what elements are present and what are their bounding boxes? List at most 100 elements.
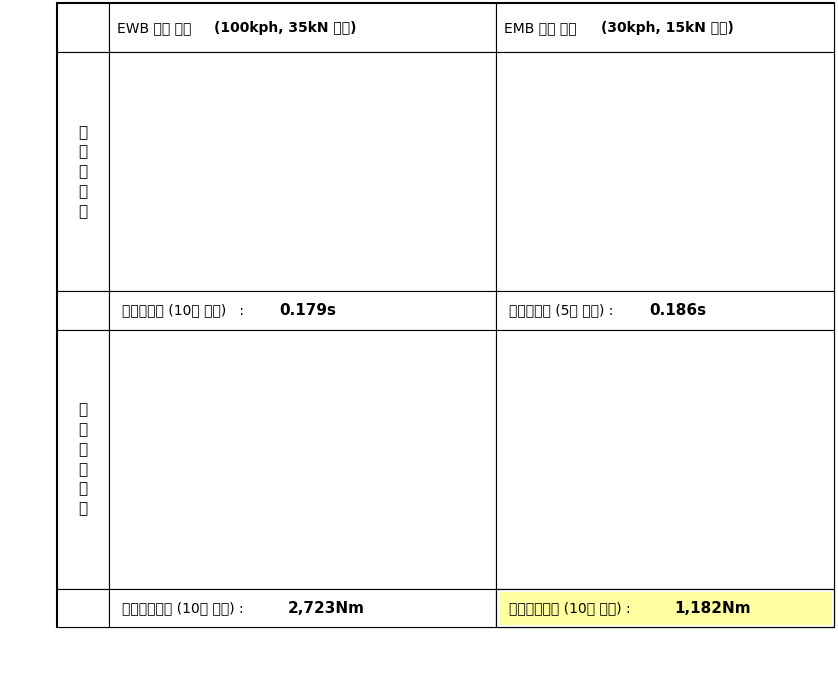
Text: KEIT: KEIT (770, 541, 782, 553)
Text: KEIT: KEIT (679, 567, 691, 579)
Text: KEIT: KEIT (692, 567, 704, 579)
Text: 발생제동토크 (10회 평균) :: 발생제동토크 (10회 평균) : (509, 601, 634, 615)
Bar (109, 291, 496, 330)
Text: KEIT: KEIT (483, 554, 494, 566)
Text: KEIT: KEIT (744, 541, 756, 553)
Text: (30kph, 15kN 기준): (30kph, 15kN 기준) (601, 21, 734, 35)
Text: 제동응답성 (5회 평균) :: 제동응답성 (5회 평균) : (509, 304, 618, 318)
Text: KEIT: KEIT (447, 541, 459, 553)
Text: KEIT: KEIT (823, 515, 835, 527)
Text: 제동응답성 (10회 평균)   :: 제동응답성 (10회 평균) : (122, 304, 248, 318)
Text: KEIT: KEIT (718, 541, 730, 553)
Text: KEIT: KEIT (413, 567, 425, 579)
Text: KEIT: KEIT (344, 528, 355, 540)
Text: KEIT: KEIT (430, 567, 442, 579)
Text: EWB_test_20170724_Line_EWB_5.elf - BrakeTorqBB_TCRQ_BB_12: EWB_test_20170724_Line_EWB_5.elf - Brake… (245, 330, 360, 334)
Text: KEIT: KEIT (326, 580, 338, 592)
Text: KEIT: KEIT (705, 541, 717, 553)
Text: KEIT: KEIT (465, 515, 477, 527)
Text: KEIT: KEIT (692, 515, 704, 527)
Text: KEIT: KEIT (465, 541, 477, 553)
Text: 발생제동토크 (10회 평균) :: 발생제동토크 (10회 평균) : (122, 601, 247, 615)
Text: KEIT: KEIT (692, 554, 704, 566)
Text: KEIT: KEIT (810, 515, 821, 527)
Text: Breoker: Breoker (630, 552, 660, 561)
Text: KEIT: KEIT (465, 580, 477, 592)
Text: KEIT: KEIT (705, 580, 717, 592)
Bar (57, 330, 109, 589)
Text: KEIT: KEIT (810, 541, 821, 553)
Text: KEIT: KEIT (344, 515, 355, 527)
Text: EMBi348_CVBR_1.mec - chi2Succed_Column vs  EMBi348_CVBR_1.mec + Time_Column
EMBi: EMBi348_CVBR_1.mec - chi2Succed_Column v… (512, 71, 686, 80)
Text: 1,182Nm: 1,182Nm (675, 600, 751, 616)
Bar (57, 3, 109, 52)
Text: KEIT: KEIT (797, 515, 809, 527)
Text: KEIT: KEIT (396, 541, 407, 553)
Text: KEIT: KEIT (797, 528, 809, 540)
Text: KEIT: KEIT (483, 567, 494, 579)
Text: KEIT: KEIT (308, 567, 320, 579)
Bar (109, 330, 496, 589)
Text: KEIT: KEIT (344, 580, 355, 592)
Text: KEIT: KEIT (744, 515, 756, 527)
Text: KEIT: KEIT (396, 528, 407, 540)
X-axis label: Time (Column): Time (Column) (649, 289, 686, 293)
Text: EWB 시험 결과: EWB 시험 결과 (117, 21, 196, 35)
Bar (496, 291, 834, 330)
Text: KEIT: KEIT (718, 528, 730, 540)
Text: KEIT: KEIT (308, 580, 320, 592)
Text: KEIT: KEIT (378, 528, 390, 540)
Text: KEIT: KEIT (810, 554, 821, 566)
Text: KEIT: KEIT (823, 528, 835, 540)
Text: KEIT: KEIT (483, 580, 494, 592)
Text: KEIT: KEIT (770, 580, 782, 592)
Text: KEIT: KEIT (823, 567, 835, 579)
Text: (100kph, 35kN 기준): (100kph, 35kN 기준) (214, 21, 356, 35)
Text: 발
생
제
동
토
크: 발 생 제 동 토 크 (79, 402, 87, 516)
Text: KEIT: KEIT (732, 528, 743, 540)
Bar (496, 589, 834, 627)
Bar (150, 351, 319, 369)
Text: KEIT: KEIT (784, 515, 795, 527)
Text: KEIT: KEIT (360, 554, 372, 566)
Text: KEIT: KEIT (784, 580, 795, 592)
Text: KEIT: KEIT (705, 528, 717, 540)
Bar (57, 52, 109, 291)
Text: KEIT: KEIT (344, 567, 355, 579)
Text: KEIT: KEIT (823, 580, 835, 592)
Text: KEIT: KEIT (797, 541, 809, 553)
Text: KEIT: KEIT (732, 567, 743, 579)
Text: KEIT: KEIT (413, 554, 425, 566)
Text: KEIT: KEIT (718, 580, 730, 592)
Text: KEIT: KEIT (770, 515, 782, 527)
Bar (536, 340, 689, 369)
Text: KEIT: KEIT (396, 580, 407, 592)
Text: KEIT: KEIT (732, 515, 743, 527)
Text: KEIT: KEIT (413, 528, 425, 540)
Text: KEIT: KEIT (378, 541, 390, 553)
Text: KEIT: KEIT (732, 541, 743, 553)
Text: KEIT: KEIT (291, 541, 303, 553)
Text: KEIT: KEIT (291, 554, 303, 566)
Text: EMB 시험 결과: EMB 시험 결과 (504, 21, 582, 35)
Text: KEIT: KEIT (291, 515, 303, 527)
X-axis label: Time (Sec): Time (Sec) (652, 596, 678, 601)
Text: KEIT: KEIT (784, 567, 795, 579)
Text: KEIT: KEIT (797, 567, 809, 579)
Text: KEIT: KEIT (326, 528, 338, 540)
Text: KEIT: KEIT (744, 528, 756, 540)
Text: KEIT: KEIT (823, 541, 835, 553)
Text: KEIT: KEIT (291, 528, 303, 540)
Text: KEIT: KEIT (396, 567, 407, 579)
Text: KEIT: KEIT (430, 541, 442, 553)
Text: KEIT: KEIT (378, 567, 390, 579)
Text: KEIT: KEIT (291, 567, 303, 579)
Text: KEIT: KEIT (360, 515, 372, 527)
Text: KEIT: KEIT (718, 554, 730, 566)
Text: KEIT: KEIT (718, 567, 730, 579)
Text: KEIT: KEIT (823, 554, 835, 566)
Text: KEIT: KEIT (810, 580, 821, 592)
Text: KEIT: KEIT (692, 541, 704, 553)
Text: KEIT: KEIT (758, 567, 769, 579)
X-axis label: Time (Column): Time (Column) (287, 289, 323, 293)
